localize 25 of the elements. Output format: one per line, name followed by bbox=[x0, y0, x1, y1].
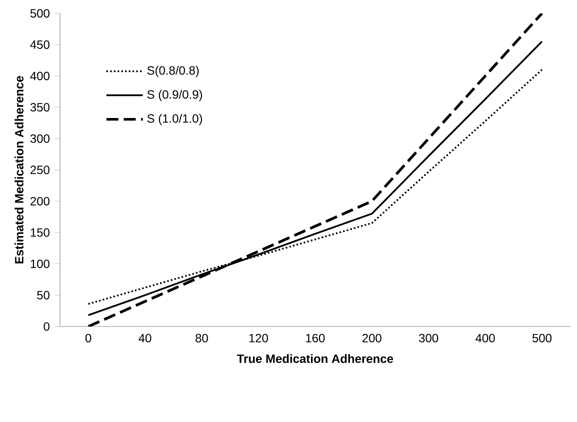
y-tick-label: 500 bbox=[30, 8, 50, 18]
x-tick-label: 200 bbox=[362, 334, 382, 342]
y-tick-label: 450 bbox=[30, 40, 50, 49]
x-tick-label: 500 bbox=[532, 334, 552, 342]
x-tick-label: 40 bbox=[138, 334, 152, 342]
x-tick-label: 160 bbox=[306, 334, 325, 342]
y-axis-title: Estimated Medication Adherence bbox=[14, 76, 24, 264]
x-tick-label: 300 bbox=[419, 334, 438, 342]
legend-label: S (0.9/0.9) bbox=[147, 90, 202, 101]
y-tick-label: 250 bbox=[30, 165, 50, 174]
y-tick-label: 150 bbox=[30, 228, 50, 237]
y-tick-label: 0 bbox=[44, 322, 50, 331]
x-axis-title: True Medication Adherence bbox=[236, 354, 394, 363]
x-tick-label: 80 bbox=[196, 334, 208, 342]
y-tick-label: 400 bbox=[30, 72, 50, 80]
x-tick-label: 0 bbox=[85, 334, 92, 342]
y-tick-label: 100 bbox=[30, 259, 50, 268]
y-tick-label: 50 bbox=[37, 290, 50, 300]
y-tick-label: 200 bbox=[30, 196, 50, 206]
x-tick-label: 400 bbox=[476, 334, 495, 342]
legend-label: S (1.0/1.0) bbox=[147, 114, 202, 125]
y-tick-label: 300 bbox=[30, 134, 50, 143]
y-tick-label: 350 bbox=[30, 102, 50, 112]
legend-label: S(0.8/0.8) bbox=[147, 66, 199, 77]
x-tick-label: 120 bbox=[249, 334, 268, 342]
